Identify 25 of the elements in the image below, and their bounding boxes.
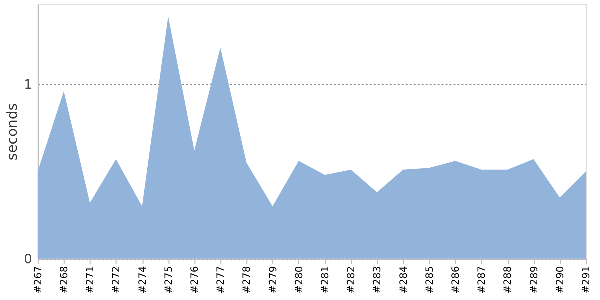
y-axis-title: seconds xyxy=(5,103,22,161)
x-tick-label: #268 xyxy=(60,266,71,294)
x-tick-label: #277 xyxy=(216,266,228,294)
x-tick-label: #272 xyxy=(112,266,123,294)
x-tick-label: #284 xyxy=(398,266,410,294)
x-tick-label: #289 xyxy=(529,266,540,294)
x-tick-label: #288 xyxy=(503,266,514,294)
x-tick-label: #291 xyxy=(582,266,593,294)
x-tick-label: #285 xyxy=(424,266,436,294)
x-tick-label: #276 xyxy=(190,266,202,294)
x-tick-label: #281 xyxy=(320,266,332,294)
y-tick-label: 0 xyxy=(24,252,32,268)
x-tick-label: #282 xyxy=(346,266,358,294)
x-tick-label: #280 xyxy=(294,266,306,294)
x-tick-label: #286 xyxy=(451,266,462,294)
x-tick-label: #287 xyxy=(477,266,488,294)
x-tick-label: #278 xyxy=(242,266,254,294)
x-tick-label: #279 xyxy=(268,266,280,294)
x-tick-label: #290 xyxy=(555,266,566,294)
x-tick-label: #283 xyxy=(372,266,384,294)
y-tick-label: 1 xyxy=(24,78,32,93)
x-tick-label: #271 xyxy=(86,266,97,294)
x-tick-label: #274 xyxy=(138,266,149,294)
x-tick-label: #275 xyxy=(164,266,175,294)
x-tick-label: #267 xyxy=(33,266,44,294)
